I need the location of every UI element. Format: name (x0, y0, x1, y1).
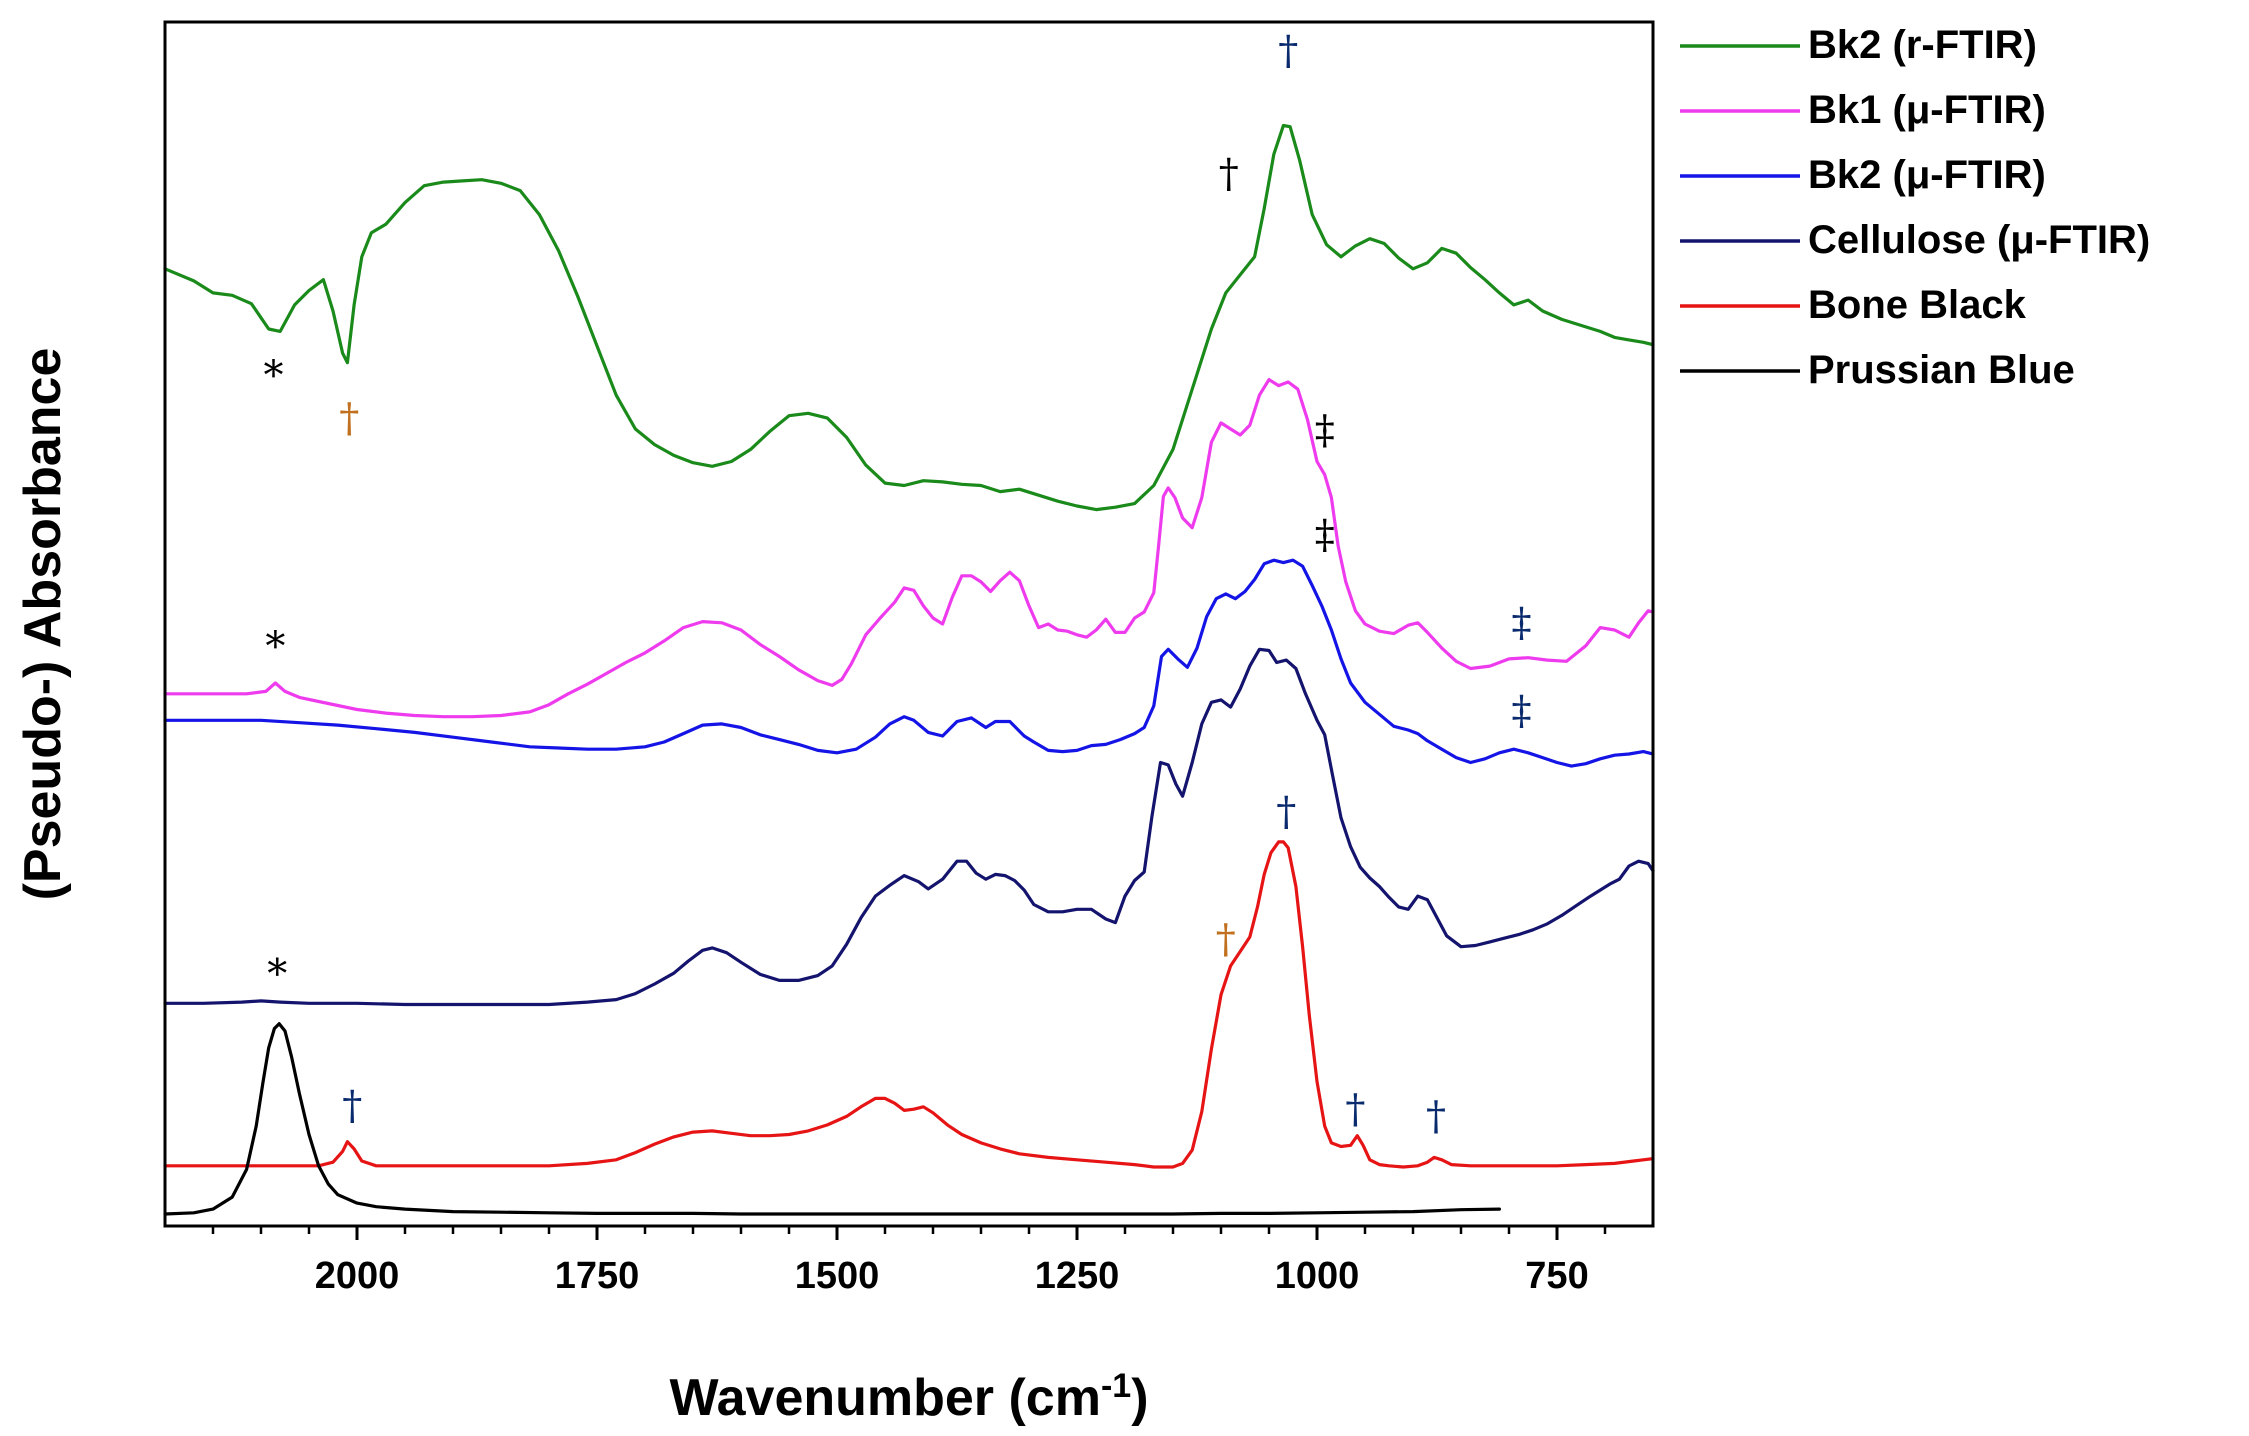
peak-annotation: † (1345, 1087, 1365, 1133)
x-tick-label: 1250 (1035, 1255, 1120, 1297)
peak-annotation: ‡ (1512, 688, 1532, 734)
series-layer (163, 123, 1655, 1216)
peak-annotation: † (342, 1083, 362, 1129)
x-tick-label: 1500 (795, 1255, 880, 1297)
series-line-bk1-ftir (163, 378, 1655, 719)
x-axis-ticks: 2000 1750 1500 1250 1000 750 (211, 1226, 1607, 1297)
legend: Bk2 (r-FTIR) Bk1 (μ-FTIR) Bk2 (μ-FTIR) Cell… (1680, 23, 2150, 392)
peak-annotation: † (1276, 789, 1296, 835)
series-line-bk2-r-ftir (163, 123, 1655, 512)
legend-label-cellulose-ftir: Cellulose (μ-FTIR) (1808, 218, 2150, 262)
x-tick-label: 1750 (555, 1255, 640, 1297)
x-tick-label: 750 (1525, 1255, 1588, 1297)
legend-label-bk1-ftir: Bk1 (μ-FTIR) (1808, 88, 2046, 132)
y-axis-title: (Pseudo-) Absorbance (14, 348, 72, 901)
series-line-bone-black (163, 840, 1655, 1169)
peak-annotation: ‡ (1512, 600, 1532, 646)
peak-annotation: † (339, 395, 359, 441)
peak-annotation: ‡ (1315, 407, 1335, 453)
peak-annotation: † (1426, 1094, 1446, 1140)
peak-annotation: † (1278, 28, 1298, 74)
peak-annotation: † (1219, 151, 1239, 197)
plot-frame (163, 20, 1655, 1228)
peak-annotation: * (267, 952, 287, 998)
x-axis-title: Wavenumber (cm-1) (669, 1367, 1148, 1427)
legend-label-bk2-ftir: Bk2 (μ-FTIR) (1808, 153, 2046, 197)
series-line-prussian-blue (163, 1022, 1501, 1216)
series-line-cellulose-ftir (163, 647, 1655, 1007)
peak-annotation: † (1216, 917, 1236, 963)
legend-label-bone-black: Bone Black (1808, 283, 2027, 327)
series-line-bk2-ftir (163, 558, 1655, 768)
peak-annotation: * (264, 353, 284, 399)
annotation-layer: * † † † ‡ * ‡ ‡ ‡ * † † † † † (264, 28, 1532, 1140)
legend-label-bk2-r-ftir: Bk2 (r-FTIR) (1808, 23, 2037, 67)
x-tick-label: 1000 (1275, 1255, 1360, 1297)
x-tick-label: 2000 (315, 1255, 400, 1297)
legend-label-prussian-blue: Prussian Blue (1808, 348, 2075, 392)
peak-annotation: * (265, 624, 285, 670)
peak-annotation: ‡ (1315, 512, 1335, 558)
